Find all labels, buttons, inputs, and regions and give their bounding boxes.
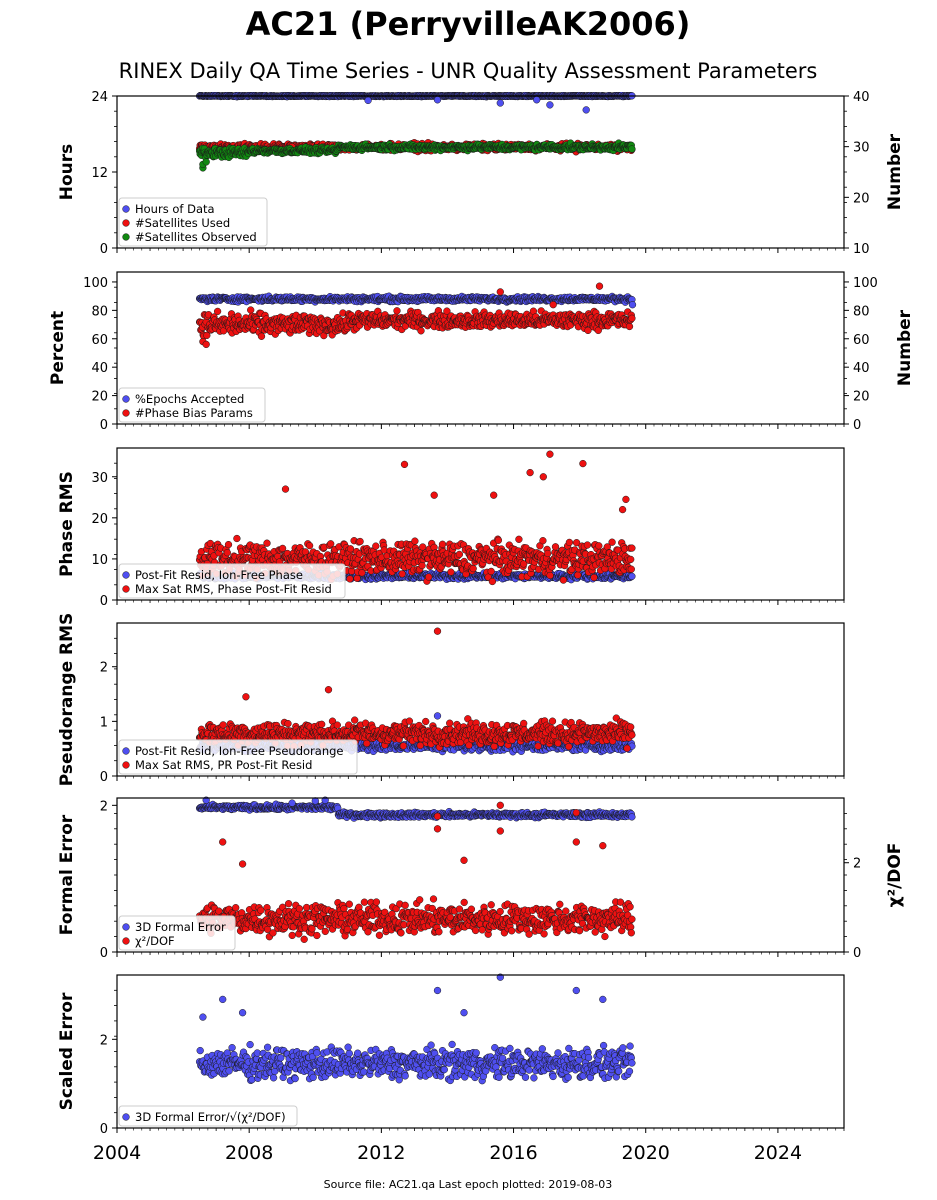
y-right-tick-label: 80 (853, 304, 870, 319)
data-point (533, 96, 541, 104)
legend-box (118, 197, 268, 247)
data-point (433, 96, 442, 104)
data-point (224, 540, 233, 549)
data-point (398, 570, 406, 578)
y-right-axis-label: Number (895, 309, 915, 386)
data-point (305, 541, 314, 550)
figure-title: AC21 (PerryvilleAK2006) (246, 5, 691, 43)
y-right-tick-label: 60 (853, 333, 870, 348)
data-point (327, 540, 335, 548)
data-point (496, 99, 504, 107)
legend-label: #Phase Bias Params (135, 406, 253, 420)
y-tick-label: 24 (91, 90, 108, 105)
legend-label: #Satellites Used (135, 216, 230, 230)
data-point (356, 537, 364, 546)
series--epochs-accepted (195, 292, 637, 309)
legend-label: Hours of Data (135, 202, 215, 216)
legend-marker (122, 395, 130, 403)
data-point (411, 537, 419, 545)
data-point (496, 288, 504, 296)
y-tick-label: 0 (100, 242, 108, 257)
y-right-axis-label: Number (885, 133, 905, 210)
legend-marker (122, 219, 130, 227)
y-axis-label: Percent (48, 311, 68, 385)
data-point (223, 549, 231, 557)
data-point (202, 340, 210, 349)
data-point (549, 301, 557, 309)
data-point (443, 307, 451, 315)
y-tick-label: 40 (91, 361, 108, 376)
series--satellites-observed (195, 139, 636, 172)
data-point (584, 326, 592, 335)
data-point (247, 306, 255, 314)
y-right-tick-label: 10 (853, 242, 870, 257)
y-right-tick-label: 20 (853, 390, 870, 405)
y-right-tick-label: 20 (853, 191, 870, 206)
data-point (364, 96, 372, 105)
y-tick-label: 80 (91, 304, 108, 319)
legend-marker (122, 205, 130, 213)
legend-marker (122, 409, 130, 417)
data-point (595, 282, 604, 290)
data-points (195, 282, 637, 349)
data-point (582, 106, 590, 114)
y-right-tick-label: 40 (853, 361, 870, 376)
figure-subtitle: RINEX Daily QA Time Series - UNR Quality… (119, 59, 818, 83)
y-right-tick-label: 0 (853, 418, 861, 433)
data-point (203, 331, 211, 340)
legend-label: #Satellites Observed (135, 230, 257, 244)
y-axis-label: Hours (57, 144, 77, 201)
series--phase-bias-params (195, 282, 636, 349)
y-tick-label: 20 (91, 390, 108, 405)
data-point (263, 539, 271, 547)
y-tick-label: 60 (91, 333, 108, 348)
data-point (628, 314, 636, 322)
y-right-tick-label: 30 (853, 141, 870, 156)
legend-marker (122, 233, 130, 241)
y-tick-label: 100 (83, 276, 108, 291)
data-point (353, 574, 361, 582)
data-point (628, 145, 636, 153)
data-point (358, 569, 366, 577)
data-point (346, 575, 354, 583)
y-tick-label: 0 (100, 418, 108, 433)
data-point (278, 544, 287, 553)
data-point (346, 545, 355, 553)
data-point (625, 322, 634, 331)
y-right-tick-label: 40 (853, 90, 870, 105)
chart-panel: 0 20 40 60 80 100 0 20 40 60 80 100 Percent Number %Ep… (48, 271, 915, 433)
data-point (233, 534, 241, 543)
data-point (393, 307, 401, 315)
y-tick-label: 12 (91, 166, 108, 181)
data-point (546, 101, 554, 109)
data-point (372, 542, 380, 550)
data-point (417, 327, 425, 335)
data-point (628, 572, 636, 580)
y-right-tick-label: 100 (853, 276, 878, 291)
data-point (202, 158, 210, 166)
legend-label: %Epochs Accepted (135, 392, 244, 406)
data-point (628, 301, 637, 309)
data-point (213, 307, 222, 316)
data-point (257, 332, 266, 340)
legend-box (118, 387, 266, 423)
data-points (195, 92, 636, 172)
